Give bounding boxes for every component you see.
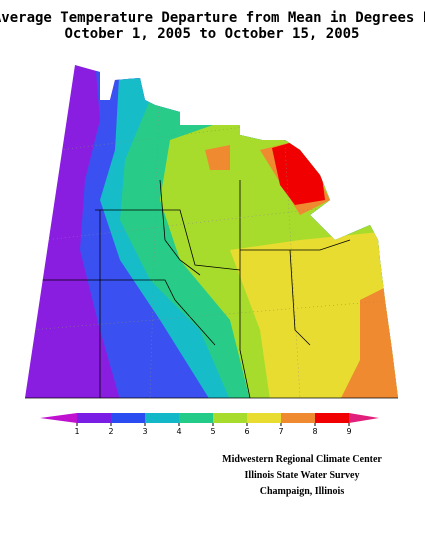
legend-label: 3 [142, 427, 147, 436]
temperature-map [25, 65, 398, 398]
legend-label: 2 [108, 427, 113, 436]
credit: Midwestern Regional Climate Center [222, 454, 382, 465]
legend-arrow [349, 413, 379, 423]
legend-swatch [179, 413, 213, 423]
legend-swatch [315, 413, 349, 423]
legend-label: 7 [278, 427, 283, 436]
legend-label: 5 [210, 427, 215, 436]
legend-swatch [77, 413, 111, 423]
credit: Illinois State Water Survey [245, 470, 360, 481]
legend-arrow [40, 413, 77, 423]
legend-label: 6 [244, 427, 249, 436]
legend-swatch [145, 413, 179, 423]
color-legend: 1 2 3 4 5 6 7 8 9 [40, 413, 379, 436]
legend-swatch [213, 413, 247, 423]
legend-label: 8 [312, 427, 317, 436]
legend-label: 1 [74, 427, 79, 436]
legend-swatch [247, 413, 281, 423]
legend-label: 4 [176, 427, 181, 436]
title-line: Average Temperature Departure from Mean … [0, 10, 425, 26]
credit: Champaign, Illinois [260, 486, 345, 497]
title-line: October 1, 2005 to October 15, 2005 [64, 26, 359, 42]
legend-swatch [281, 413, 315, 423]
legend-label: 9 [346, 427, 351, 436]
legend-swatch [111, 413, 145, 423]
